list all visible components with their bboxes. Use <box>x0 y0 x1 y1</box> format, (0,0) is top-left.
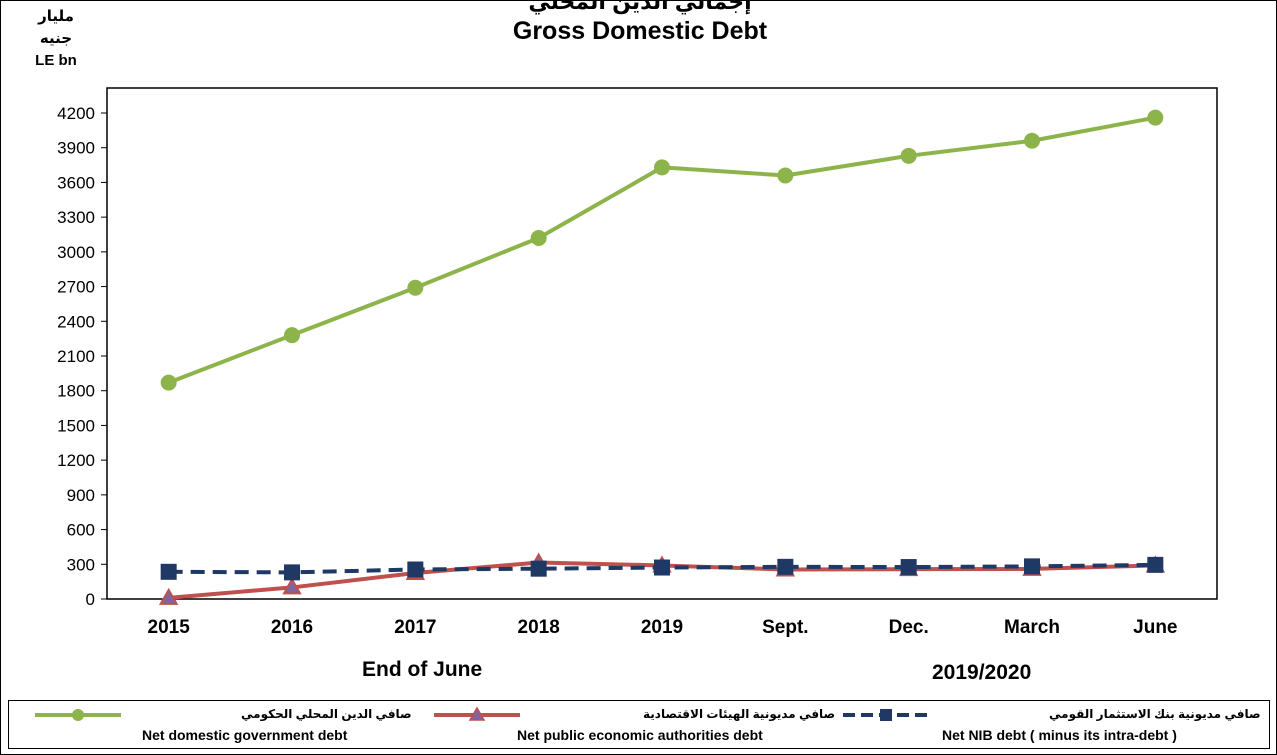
y-tick-label: 1500 <box>57 416 95 435</box>
y-tick-label: 0 <box>86 590 95 609</box>
group-label-end-of-june: End of June <box>362 658 483 681</box>
y-tick-label: 600 <box>67 521 95 540</box>
y-tick-label: 3000 <box>57 243 95 262</box>
legend-label-ar: صافي الدين المحلي الحكومي <box>241 707 412 721</box>
data-point <box>900 559 917 576</box>
x-tick-label: 2016 <box>271 617 313 638</box>
y-tick-label: 1200 <box>57 451 95 470</box>
y-tick-label: 4200 <box>57 104 95 123</box>
x-tick-label: Dec. <box>889 617 929 638</box>
data-point <box>407 279 424 296</box>
legend-swatch-square-icon <box>843 709 929 721</box>
data-point <box>654 159 670 176</box>
chart-title-ar: إجمالي الدين المحلي <box>528 0 752 14</box>
legend-label-ar: صافي مديونية بنك الاستثمار القومي <box>1049 707 1261 721</box>
legend: صافي الدين المحلي الحكومي Net domestic g… <box>8 700 1270 749</box>
data-point <box>1147 109 1164 126</box>
legend-label-en: Net NIB debt ( minus its intra-debt ) <box>942 727 1177 743</box>
series-3 <box>160 556 1164 581</box>
x-tick-label: Sept. <box>762 617 808 638</box>
x-tick-label: 2018 <box>518 617 560 638</box>
data-point <box>530 560 547 577</box>
series-layer <box>158 109 1166 605</box>
legend-item-government: صافي الدين المحلي الحكومي Net domestic g… <box>9 701 429 748</box>
data-point <box>530 229 547 246</box>
x-tick-label: March <box>1004 617 1060 638</box>
data-point <box>1024 132 1040 149</box>
legend-swatch-circle-icon <box>35 709 121 721</box>
data-point <box>158 587 179 605</box>
data-point <box>900 147 917 164</box>
series-line <box>167 115 1156 385</box>
y-tick-label: 2100 <box>57 347 95 366</box>
y-tick-label: 3300 <box>57 208 95 227</box>
y-tick-label: 1800 <box>57 382 95 401</box>
data-point <box>654 559 670 576</box>
plot-area <box>106 87 1218 600</box>
y-axis: 0 300 600 900 1200 1500 1800 2100 2400 2700 3000 33… <box>57 104 107 609</box>
data-point <box>1147 556 1164 573</box>
data-point <box>407 561 424 578</box>
data-point <box>777 167 794 184</box>
y-tick-label: 300 <box>67 555 95 574</box>
legend-label-en: Net public economic authorities debt <box>517 727 763 743</box>
x-tick-label: 2019 <box>641 617 683 638</box>
data-point <box>160 374 177 391</box>
y-tick-label: 3900 <box>57 139 95 158</box>
legend-swatch-triangle-icon <box>434 706 520 721</box>
line-chart: 0 300 600 900 1200 1500 1800 2100 2400 2700 3000 33… <box>57 87 1218 638</box>
data-point <box>160 563 177 580</box>
group-label-fiscal-year: 2019/2020 <box>932 661 1032 684</box>
data-point <box>1024 558 1040 575</box>
x-tick-label: 2017 <box>394 617 436 638</box>
legend-label-ar: صافي مديونية الهيئات الاقتصادية <box>643 707 836 721</box>
y-tick-label: 900 <box>67 486 95 505</box>
legend-label-en: Net domestic government debt <box>142 727 348 743</box>
x-axis: 2015 2016 2017 2018 2019 Sept. Dec. March June <box>148 617 1178 638</box>
legend-item-nib: صافي مديونية بنك الاستثمار القومي Net NI… <box>843 701 1269 748</box>
series-1 <box>160 109 1164 391</box>
data-point <box>284 564 300 581</box>
unit-label-en: LE bn <box>35 52 77 69</box>
data-point <box>284 327 300 344</box>
unit-label-ar: مليار جنيه <box>38 8 74 47</box>
chart-title: إجمالي الدين المحلي Gross Domestic Debt <box>380 0 900 46</box>
x-tick-label: June <box>1133 617 1177 638</box>
data-point <box>777 558 794 575</box>
data-point <box>282 577 302 595</box>
y-tick-label: 3600 <box>57 173 95 192</box>
y-tick-label: 2700 <box>57 278 95 297</box>
unit-label: مليار جنيه LE bn <box>24 6 88 72</box>
chart-title-en: Gross Domestic Debt <box>512 17 768 45</box>
legend-item-authorities: صافي مديونية الهيئات الاقتصادية Net publ… <box>429 701 849 748</box>
y-tick-label: 2400 <box>57 312 95 331</box>
x-tick-label: 2015 <box>148 617 191 638</box>
